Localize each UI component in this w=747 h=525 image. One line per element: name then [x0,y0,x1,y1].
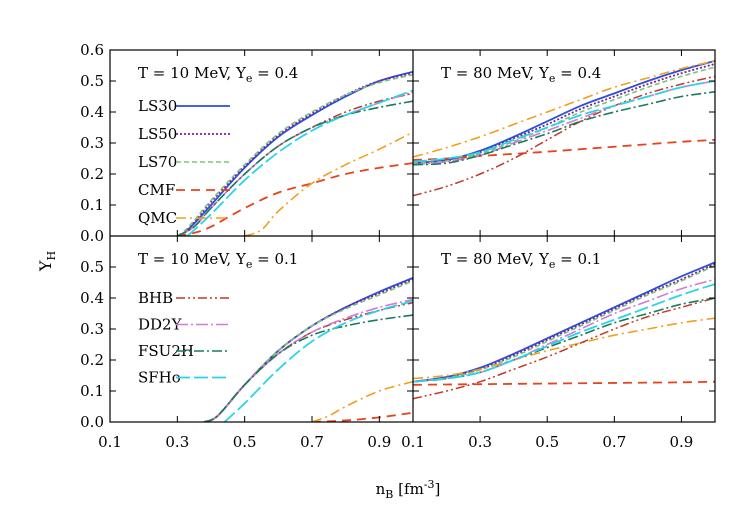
series-line-qmc [413,60,715,158]
y-tick-label: 0.2 [80,351,104,369]
series-line-qmc [244,131,413,236]
legend-label-cmf: CMF [138,181,175,199]
series-line-ls30 [413,261,715,383]
x-tick-label: 0.1 [98,433,122,451]
panel-1: T = 10 MeV, Ye = 0.4 LS30 LS50 LS70 CMF QMC [138,64,413,236]
panel-1-series [176,70,413,236]
y-tick-label: 0.5 [80,72,104,90]
panel-3: T = 10 MeV, Ye = 0.1 BHB DD2Y FSU2H SFHo [138,250,413,422]
x-tick-label: 0.3 [468,433,492,451]
y-tick-label: 0.2 [80,165,104,183]
series-line-ls70 [413,264,715,383]
x-tick-label: 0.5 [535,433,559,451]
series-line-bhb [176,92,413,236]
legend-label-ls30: LS30 [138,97,177,115]
y-tick-label: 0.5 [80,258,104,276]
series-line-bhb [413,297,715,400]
panel-3-title: T = 10 MeV, Ye = 0.1 [138,250,298,271]
series-line-fsu2h [413,297,715,383]
y-tick-label: 0.4 [80,289,104,307]
x-tick-label: 0.7 [602,433,626,451]
legend-label-sfho: SFHo [138,369,181,387]
x-tick-label: 0.9 [367,433,391,451]
series-line-fsu2h [413,91,715,166]
series-line-bhb [413,75,715,197]
series-line-ls50 [413,263,715,383]
y-axis-label: YH [36,251,58,272]
series-line-ls70 [203,280,413,422]
series-line-dd2y [413,80,715,166]
series-line-sfho [223,300,413,422]
series-line-ls30 [413,59,715,165]
series-line-dd2y [203,298,413,422]
series-line-bhb [203,301,413,422]
legend-label-qmc: QMC [138,209,177,227]
series-line-ls30 [176,70,413,236]
y-tick-label: 0.3 [80,134,104,152]
legend-label-dd2y: DD2Y [138,316,183,334]
series-line-qmc [413,317,715,380]
series-line-ls50 [203,278,413,422]
x-tick-label: 0.5 [233,433,257,451]
series-line-fsu2h [176,100,413,236]
series-line-sfho [186,89,413,236]
series-line-cmf [177,162,413,236]
y-tick-label: 0.6 [80,41,104,59]
panel-3-series [203,277,413,422]
y-tick-label: 0.3 [80,320,104,338]
legend-label-ls50: LS50 [138,125,177,143]
panel-2: T = 80 MeV, Ye = 0.4 [413,59,715,197]
panel-1-title: T = 10 MeV, Ye = 0.4 [138,64,298,85]
panel-4-title: T = 80 MeV, Ye = 0.1 [441,250,601,271]
x-tick-label: 0.1 [401,433,425,451]
y-tick-label: 0.1 [80,382,104,400]
series-line-qmc [311,380,413,422]
x-tick-label: 0.7 [300,433,324,451]
panel-2-title: T = 80 MeV, Ye = 0.4 [441,64,601,85]
panel-2-series [413,59,715,197]
series-line-cmf [413,380,715,386]
series-line-ls70 [176,74,413,236]
series-line-cmf [311,411,413,422]
series-line-ls30 [203,277,413,422]
legend-label-bhb: BHB [138,289,173,307]
y-tick-label: 0.4 [80,103,104,121]
x-tick-label: 0.9 [670,433,694,451]
series-line-ls50 [176,72,413,236]
panel-4-series [413,261,715,400]
series-line-cmf [413,139,715,161]
legend-label-fsu2h: FSU2H [138,342,194,360]
series-line-fsu2h [203,314,413,422]
axes-group: 0.0 0.1 0.2 0.3 0.4 0.5 0.6 0.0 0.1 0.2 0.3 0.4 0.5 0… [80,41,716,451]
y-tick-label: 0.0 [80,227,104,245]
series-line-dd2y [176,91,413,236]
y-tick-label: 0.1 [80,196,104,214]
legend-label-ls70: LS70 [138,153,177,171]
y-tick-label: 0.0 [80,413,104,431]
series-line-sfho [413,283,715,383]
panel-4: T = 80 MeV, Ye = 0.1 [413,250,715,400]
panels-group: T = 10 MeV, Ye = 0.4LS30LS50LS70CMFQMCT … [138,59,715,422]
series-line-sfho [413,80,715,163]
x-axis-label: nB [fm-3] [376,478,441,501]
x-tick-label: 0.3 [165,433,189,451]
